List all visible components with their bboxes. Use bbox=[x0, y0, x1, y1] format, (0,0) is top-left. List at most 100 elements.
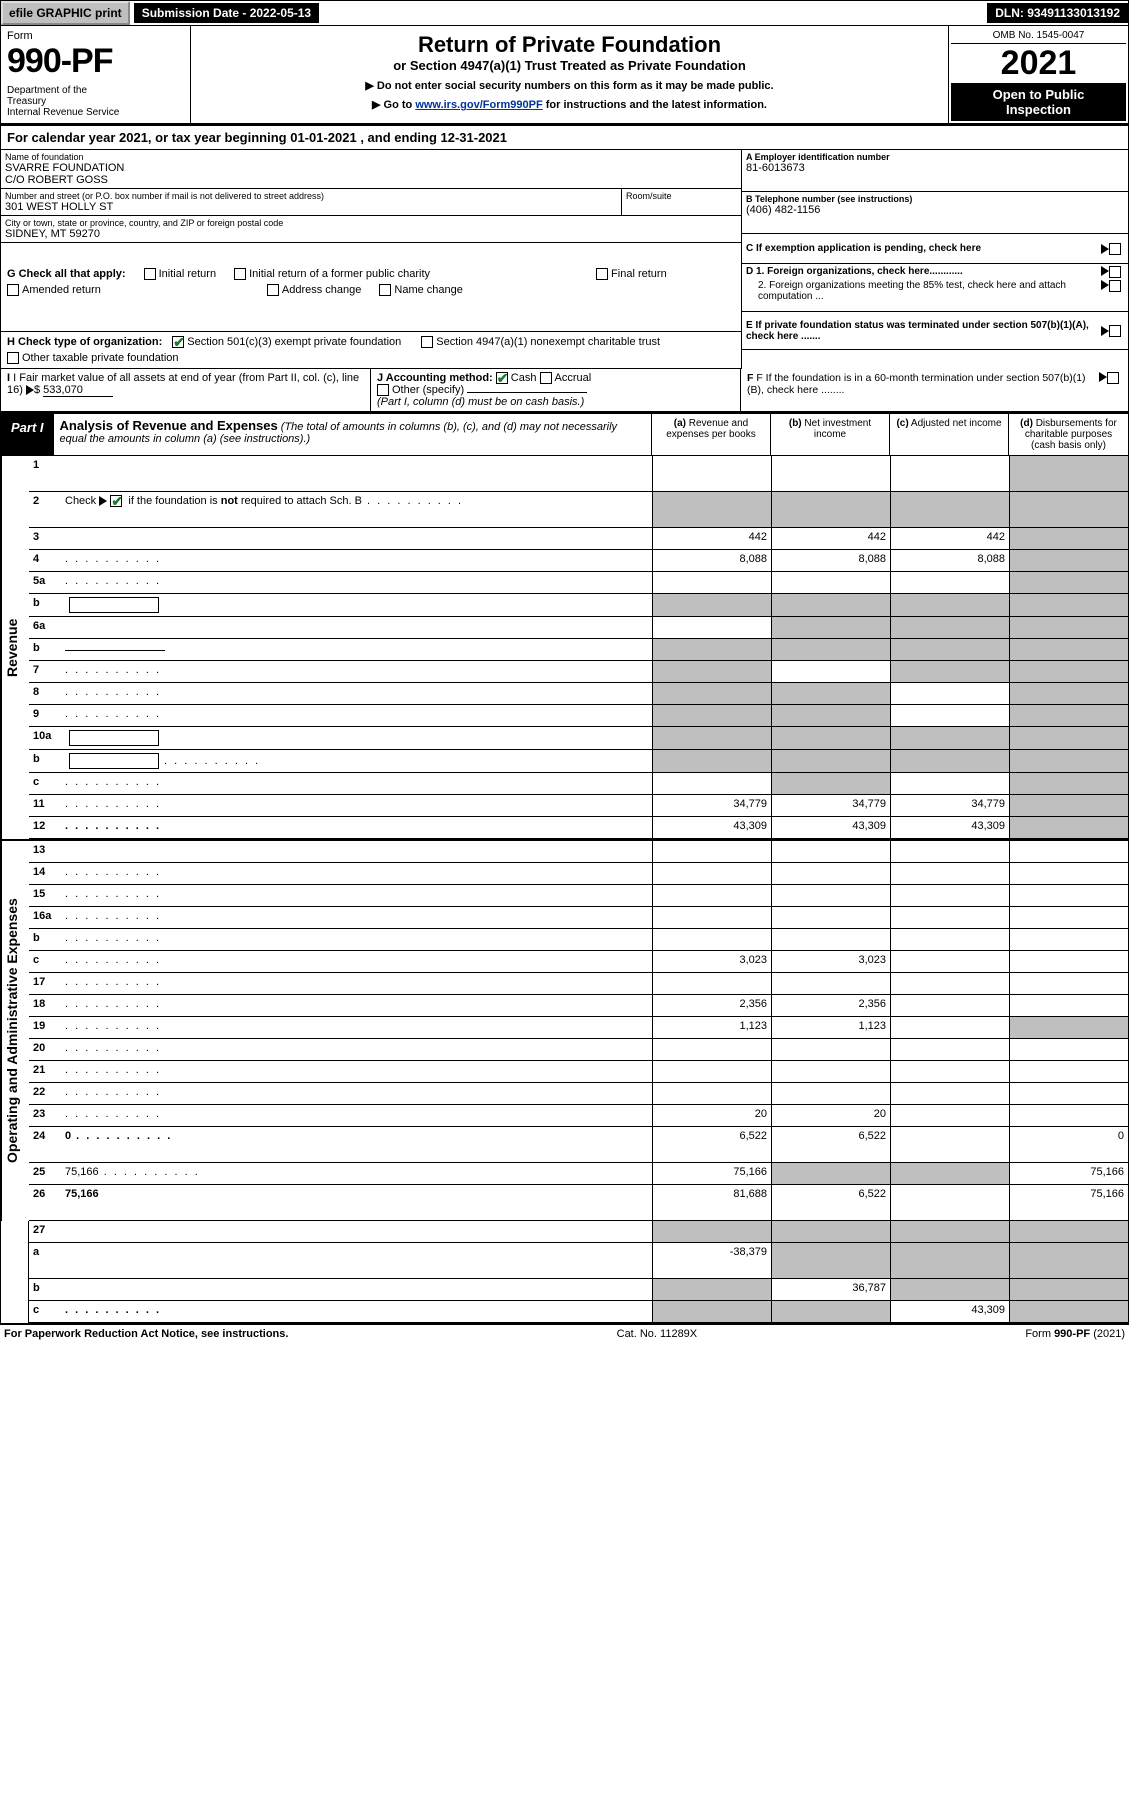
row-desc bbox=[63, 594, 652, 616]
j-other-input[interactable] bbox=[467, 392, 587, 393]
h-4947[interactable]: Section 4947(a)(1) nonexempt charitable … bbox=[421, 336, 660, 348]
tax-year: 2021 bbox=[951, 44, 1126, 83]
i-fmv-cell: I I Fair market value of all assets at e… bbox=[1, 369, 371, 411]
row-num: 23 bbox=[29, 1105, 63, 1126]
amt-a bbox=[652, 929, 771, 950]
row-desc bbox=[63, 572, 652, 593]
row-num: 26 bbox=[29, 1185, 63, 1220]
amt-c: 43,309 bbox=[890, 817, 1009, 838]
amt-b bbox=[771, 929, 890, 950]
efile-print-button[interactable]: efile GRAPHIC print bbox=[1, 1, 130, 25]
row-num: c bbox=[29, 1301, 63, 1322]
amt-a bbox=[652, 773, 771, 794]
amt-b bbox=[771, 1301, 890, 1322]
row-num: 7 bbox=[29, 661, 63, 682]
g-address-change[interactable]: Address change bbox=[267, 284, 362, 296]
col-d-header: (d) Disbursements for charitable purpose… bbox=[1009, 414, 1128, 455]
row-num: 24 bbox=[29, 1127, 63, 1162]
row-desc bbox=[63, 795, 652, 816]
row-num: 4 bbox=[29, 550, 63, 571]
form-word: Form bbox=[7, 30, 184, 42]
row-num: c bbox=[29, 773, 63, 794]
h-501c3[interactable]: Section 501(c)(3) exempt private foundat… bbox=[172, 336, 401, 348]
f-termination-cell: F F If the foundation is in a 60-month t… bbox=[741, 369, 1128, 411]
form-note-1: ▶ Do not enter social security numbers o… bbox=[197, 79, 942, 92]
d1-checkbox[interactable] bbox=[1109, 266, 1121, 278]
open-to-public: Open to PublicInspection bbox=[951, 83, 1126, 121]
row-desc bbox=[63, 1039, 652, 1060]
amt-b: 20 bbox=[771, 1105, 890, 1126]
amt-d bbox=[1009, 795, 1128, 816]
amt-d bbox=[1009, 1243, 1128, 1278]
ein-value: 81-6013673 bbox=[746, 162, 1124, 174]
h-other-taxable[interactable]: Other taxable private foundation bbox=[7, 352, 179, 364]
row-13: 13 bbox=[29, 841, 1128, 863]
row-num: 20 bbox=[29, 1039, 63, 1060]
g-initial-return[interactable]: Initial return bbox=[144, 268, 216, 280]
blank-side bbox=[1, 1221, 29, 1323]
amt-b bbox=[771, 1221, 890, 1242]
g-initial-public[interactable]: Initial return of a former public charit… bbox=[234, 268, 430, 280]
amt-c bbox=[890, 1185, 1009, 1220]
row-num: 18 bbox=[29, 995, 63, 1016]
row-26: 26 75,166 81,688 6,522 75,166 bbox=[29, 1185, 1128, 1221]
amt-b bbox=[771, 456, 890, 491]
amt-c bbox=[890, 492, 1009, 527]
amt-a bbox=[652, 841, 771, 862]
amt-b bbox=[771, 841, 890, 862]
amt-d bbox=[1009, 1221, 1128, 1242]
g-final-return[interactable]: Final return bbox=[596, 268, 667, 280]
c-checkbox[interactable] bbox=[1109, 243, 1121, 255]
f-checkbox[interactable] bbox=[1107, 372, 1119, 384]
row-num: b bbox=[29, 929, 63, 950]
address-cell: Number and street (or P.O. box number if… bbox=[1, 189, 621, 216]
city-value: SIDNEY, MT 59270 bbox=[5, 228, 737, 240]
d1-label: D 1. Foreign organizations, check here..… bbox=[746, 266, 1101, 278]
amt-b bbox=[771, 1039, 890, 1060]
amt-d: 0 bbox=[1009, 1127, 1128, 1162]
g-name-change[interactable]: Name change bbox=[379, 284, 463, 296]
amt-b bbox=[771, 1243, 890, 1278]
amt-d bbox=[1009, 863, 1128, 884]
amt-b: 2,356 bbox=[771, 995, 890, 1016]
col-b-header: (b) Net investment income bbox=[771, 414, 890, 455]
row-desc bbox=[63, 528, 652, 549]
city-label: City or town, state or province, country… bbox=[5, 218, 737, 228]
row-19: 19 1,123 1,123 bbox=[29, 1017, 1128, 1039]
d2-label: 2. Foreign organizations meeting the 85%… bbox=[746, 280, 1101, 302]
row-desc bbox=[63, 617, 652, 638]
c-pending-cell: C If exemption application is pending, c… bbox=[742, 234, 1128, 264]
amt-d bbox=[1009, 1279, 1128, 1300]
i-value: 533,070 bbox=[43, 384, 113, 397]
part1-title: Analysis of Revenue and Expenses bbox=[60, 418, 278, 433]
amt-b: 8,088 bbox=[771, 550, 890, 571]
amt-c: 43,309 bbox=[890, 1301, 1009, 1322]
g-amended[interactable]: Amended return bbox=[7, 284, 101, 296]
amt-c bbox=[890, 1163, 1009, 1184]
e-label: E If private foundation status was termi… bbox=[746, 320, 1101, 342]
row-desc bbox=[63, 550, 652, 571]
amt-c bbox=[890, 841, 1009, 862]
irs-link[interactable]: www.irs.gov/Form990PF bbox=[415, 99, 542, 111]
amt-c bbox=[890, 885, 1009, 906]
row-b: b 36,787 bbox=[29, 1279, 1128, 1301]
amt-b bbox=[771, 727, 890, 749]
amt-b: 36,787 bbox=[771, 1279, 890, 1300]
j-cash[interactable]: Cash bbox=[496, 372, 537, 384]
amt-c bbox=[890, 1279, 1009, 1300]
j-accrual[interactable]: Accrual bbox=[540, 372, 592, 384]
amt-d bbox=[1009, 456, 1128, 491]
amt-d bbox=[1009, 594, 1128, 616]
amt-a: 8,088 bbox=[652, 550, 771, 571]
form-year-block: OMB No. 1545-0047 2021 Open to PublicIns… bbox=[948, 26, 1128, 123]
row-b: b bbox=[29, 594, 1128, 617]
amt-c bbox=[890, 773, 1009, 794]
amt-a: 3,023 bbox=[652, 951, 771, 972]
amt-a bbox=[652, 456, 771, 491]
row-num: 16a bbox=[29, 907, 63, 928]
amt-b: 3,023 bbox=[771, 951, 890, 972]
d2-checkbox[interactable] bbox=[1109, 280, 1121, 292]
amt-d bbox=[1009, 617, 1128, 638]
j-other[interactable]: Other (specify) bbox=[377, 384, 464, 396]
e-checkbox[interactable] bbox=[1109, 325, 1121, 337]
